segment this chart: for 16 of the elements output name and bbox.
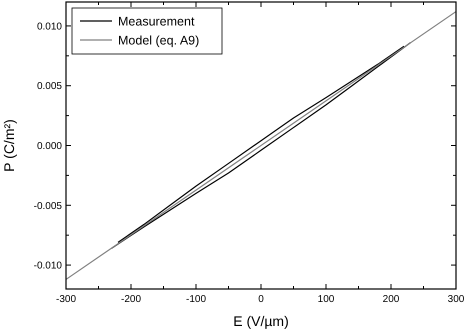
y-axis-title: P (C/m²) [1, 119, 17, 172]
y-tick-label: -0.010 [34, 260, 62, 272]
legend-label: Model (eq. A9) [118, 34, 200, 48]
x-tick-label: -200 [120, 294, 142, 305]
x-tick-label: -300 [56, 294, 76, 305]
x-axis-title: E (V/µm) [233, 313, 289, 329]
y-tick-label: -0.005 [34, 200, 62, 212]
y-tick-label: 0.000 [36, 141, 62, 152]
x-tick-label: 100 [318, 294, 335, 305]
x-tick-label: -100 [186, 294, 206, 305]
y-tick-label: 0.005 [36, 81, 62, 92]
x-tick-label: 200 [382, 294, 400, 305]
y-tick-label: 0.010 [36, 21, 62, 32]
x-tick-label: 0 [258, 294, 264, 305]
x-tick-label: 300 [448, 294, 465, 305]
legend-label: Measurement [118, 14, 195, 28]
